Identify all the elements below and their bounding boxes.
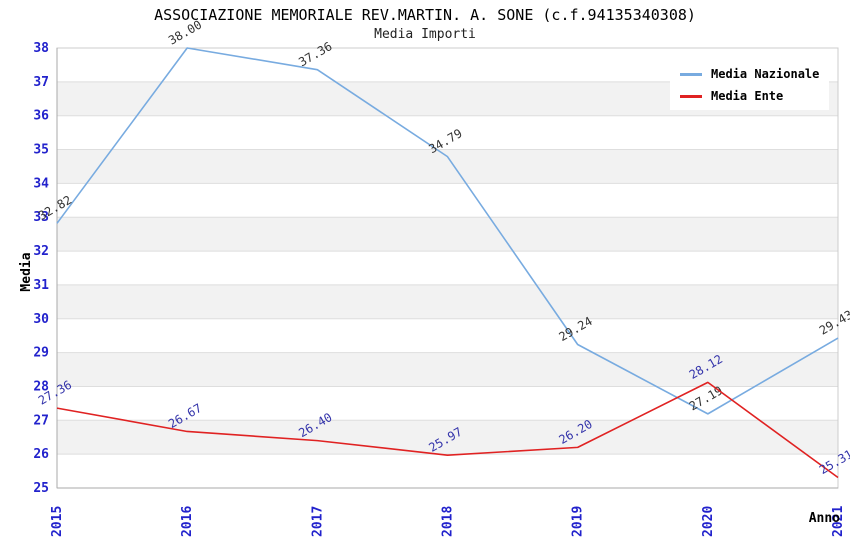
- svg-text:25: 25: [33, 481, 49, 496]
- svg-text:34: 34: [33, 176, 49, 191]
- legend-item-media-ente: Media Ente: [680, 88, 819, 104]
- chart-subtitle: Media Importi: [374, 27, 476, 42]
- svg-text:38.00: 38.00: [166, 17, 204, 47]
- svg-text:2019: 2019: [571, 506, 586, 537]
- svg-text:2020: 2020: [701, 506, 716, 537]
- svg-text:38: 38: [33, 41, 49, 56]
- svg-text:2021: 2021: [831, 506, 846, 537]
- svg-text:26: 26: [33, 447, 49, 462]
- svg-text:29: 29: [33, 346, 49, 361]
- svg-text:30: 30: [33, 312, 49, 327]
- svg-text:Anno: Anno: [809, 511, 840, 526]
- svg-text:36: 36: [33, 109, 49, 124]
- chart-legend: Media Nazionale Media Ente: [670, 60, 830, 110]
- chart-title: ASSOCIAZIONE MEMORIALE REV.MARTIN. A. SO…: [154, 6, 696, 24]
- legend-item-media-nazionale: Media Nazionale: [680, 66, 819, 82]
- media-ente-line-swatch-icon: [680, 94, 702, 98]
- svg-text:33: 33: [33, 210, 49, 225]
- svg-text:27: 27: [33, 413, 49, 428]
- svg-text:31: 31: [33, 278, 49, 293]
- svg-text:37.36: 37.36: [296, 39, 334, 69]
- svg-text:2018: 2018: [441, 506, 456, 537]
- svg-text:32: 32: [33, 244, 49, 259]
- svg-text:Media: Media: [19, 252, 34, 291]
- svg-text:27.19: 27.19: [687, 383, 725, 413]
- svg-text:2017: 2017: [310, 506, 325, 537]
- media-nazionale-line-swatch-icon: [680, 72, 702, 76]
- svg-text:2016: 2016: [180, 506, 195, 537]
- legend-item-label: Media Nazionale: [711, 67, 820, 81]
- svg-text:2015: 2015: [50, 506, 65, 537]
- svg-text:28: 28: [33, 379, 49, 394]
- svg-text:37: 37: [33, 75, 49, 90]
- svg-text:35: 35: [33, 143, 49, 158]
- legend-item-label: Media Ente: [711, 89, 784, 103]
